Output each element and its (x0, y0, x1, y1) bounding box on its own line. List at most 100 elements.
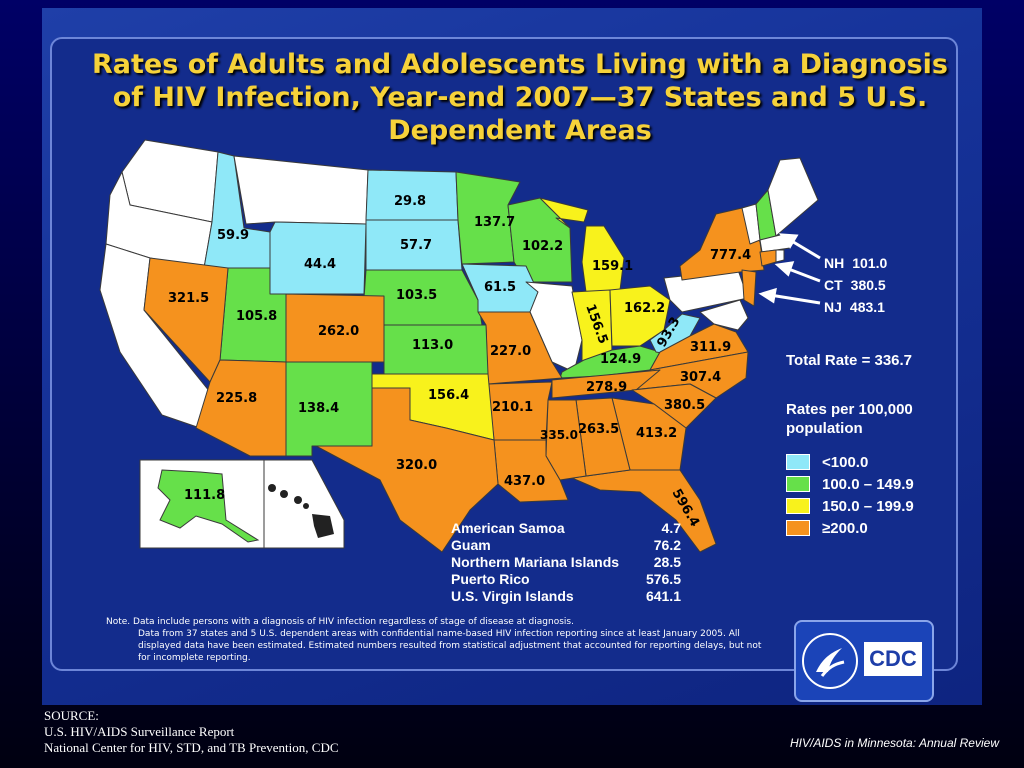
label-utah: 105.8 (236, 309, 277, 324)
label-colorado: 262.0 (318, 324, 359, 339)
footnote-line-1: Note. Data include persons with a diagno… (106, 617, 574, 627)
label-kansas: 113.0 (412, 338, 453, 353)
legend-swatch (786, 454, 810, 470)
hhs-seal-icon (802, 633, 858, 689)
territory-name: Puerto Rico (451, 571, 530, 587)
label-arkansas: 210.1 (492, 400, 533, 415)
source-line: U.S. HIV/AIDS Surveillance Report (44, 724, 235, 739)
label-arizona: 225.8 (216, 391, 257, 406)
territory-row: Puerto Rico 576.5 (451, 571, 681, 588)
territories-table: American Samoa 4.7 Guam 76.2 Northern Mari… (451, 520, 681, 605)
callout-value: 101.0 (852, 255, 888, 271)
label-minnesota: 137.7 (474, 215, 515, 230)
legend-label: 150.0 – 199.9 (822, 497, 914, 515)
legend-label: <100.0 (822, 453, 869, 471)
state-arizona (195, 359, 287, 457)
cdc-logo: CDC (794, 620, 934, 702)
source-line: SOURCE: (44, 708, 99, 723)
label-north-carolina: 307.4 (680, 370, 721, 385)
footnote-line-2: Data from 37 states and 5 U.S. dependent… (138, 629, 762, 663)
state-maine (767, 157, 819, 237)
label-north-dakota: 29.8 (394, 194, 426, 209)
state-south-carolina (631, 383, 717, 429)
state-connecticut (759, 249, 777, 267)
title-line-2: of HIV Infection, Year-end 2007—37 State… (112, 82, 928, 113)
label-wisconsin: 102.2 (522, 239, 563, 254)
legend-label: 100.0 – 149.9 (822, 475, 914, 493)
state-delaware-maryland (699, 299, 749, 331)
legend-item-ge200: ≥200.0 (786, 517, 914, 539)
source-citation: SOURCE: U.S. HIV/AIDS Surveillance Repor… (44, 708, 339, 756)
state-montana (233, 155, 369, 225)
territory-value: 76.2 (653, 537, 681, 553)
label-wyoming: 44.4 (304, 257, 336, 272)
hawaii-inset (263, 459, 345, 549)
territory-row: U.S. Virgin Islands 641.1 (451, 588, 681, 605)
footnote: Note. Data include persons with a diagno… (106, 616, 766, 664)
label-alaska: 111.8 (184, 488, 225, 503)
title-line-3: Dependent Areas (388, 115, 652, 146)
territory-name: Northern Mariana Islands (451, 554, 620, 570)
state-texas (315, 387, 499, 553)
territory-value: 4.7 (661, 520, 681, 536)
legend: <100.0 100.0 – 149.9 150.0 – 199.9 ≥200.… (786, 451, 914, 539)
source-line: National Center for HIV, STD, and TB Pre… (44, 740, 339, 755)
label-south-carolina: 380.5 (664, 398, 705, 413)
alaska-inset (139, 459, 265, 549)
callout-ct: CT 380.5 (824, 274, 887, 296)
label-alabama: 263.5 (578, 422, 619, 437)
callout-state: CT (824, 277, 843, 293)
state-rhode-island (775, 249, 785, 263)
callout-nh: NH 101.0 (824, 252, 887, 274)
legend-title: Rates per 100,000 population (786, 401, 913, 437)
northeast-callouts: NH 101.0 CT 380.5 NJ 483.1 (824, 252, 887, 318)
territory-name: U.S. Virgin Islands (451, 588, 574, 604)
label-mississippi: 335.0 (540, 428, 578, 442)
label-louisiana: 437.0 (504, 474, 545, 489)
territory-name: American Samoa (451, 520, 565, 536)
callout-nj: NJ 483.1 (824, 296, 887, 318)
territory-row: Guam 76.2 (451, 537, 681, 554)
state-alaska (157, 469, 260, 543)
state-wyoming (269, 221, 367, 295)
map-title: Rates of Adults and Adolescents Living w… (80, 48, 960, 147)
label-new-york: 777.4 (710, 248, 751, 263)
label-new-mexico: 138.4 (298, 401, 339, 416)
label-oklahoma: 156.4 (428, 388, 469, 403)
state-florida (571, 469, 717, 553)
territory-value: 641.1 (645, 588, 681, 604)
label-kentucky: 124.9 (600, 352, 641, 367)
territory-value: 576.5 (645, 571, 681, 587)
legend-swatch (786, 476, 810, 492)
state-west-virginia (649, 313, 701, 355)
state-new-jersey (741, 269, 757, 307)
legend-item-lt100: <100.0 (786, 451, 914, 473)
callout-value: 380.5 (850, 277, 886, 293)
label-virginia: 311.9 (690, 340, 731, 355)
label-missouri: 227.0 (490, 344, 531, 359)
label-tennessee: 278.9 (586, 380, 627, 395)
state-louisiana (493, 439, 569, 503)
legend-swatch (786, 498, 810, 514)
legend-item-150-199: 150.0 – 199.9 (786, 495, 914, 517)
callout-arrows (758, 233, 821, 305)
label-iowa: 61.5 (484, 280, 516, 295)
territory-value: 28.5 (653, 554, 681, 570)
total-rate: Total Rate = 336.7 (786, 352, 913, 369)
label-ohio: 162.2 (624, 301, 665, 316)
label-texas: 320.0 (396, 458, 437, 473)
label-south-dakota: 57.7 (400, 238, 432, 253)
footer-caption: HIV/AIDS in Minnesota: Annual Review (790, 736, 999, 750)
callout-state: NJ (824, 299, 842, 315)
callout-state: NH (824, 255, 845, 271)
legend-item-100-149: 100.0 – 149.9 (786, 473, 914, 495)
label-idaho: 59.9 (217, 228, 249, 243)
territory-row: American Samoa 4.7 (451, 520, 681, 537)
title-line-1: Rates of Adults and Adolescents Living w… (92, 49, 948, 80)
label-michigan: 159.1 (592, 259, 633, 274)
territory-name: Guam (451, 537, 491, 553)
callout-value: 483.1 (849, 299, 885, 315)
cdc-logo-text: CDC (864, 642, 922, 676)
label-georgia: 413.2 (636, 426, 677, 441)
